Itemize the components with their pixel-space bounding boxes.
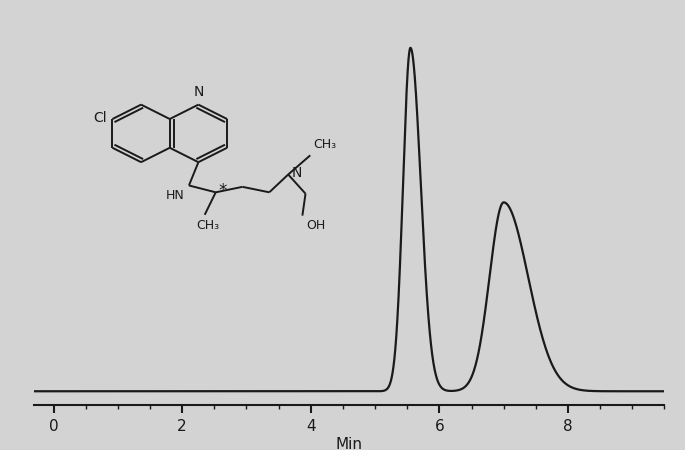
- X-axis label: Min: Min: [336, 436, 363, 450]
